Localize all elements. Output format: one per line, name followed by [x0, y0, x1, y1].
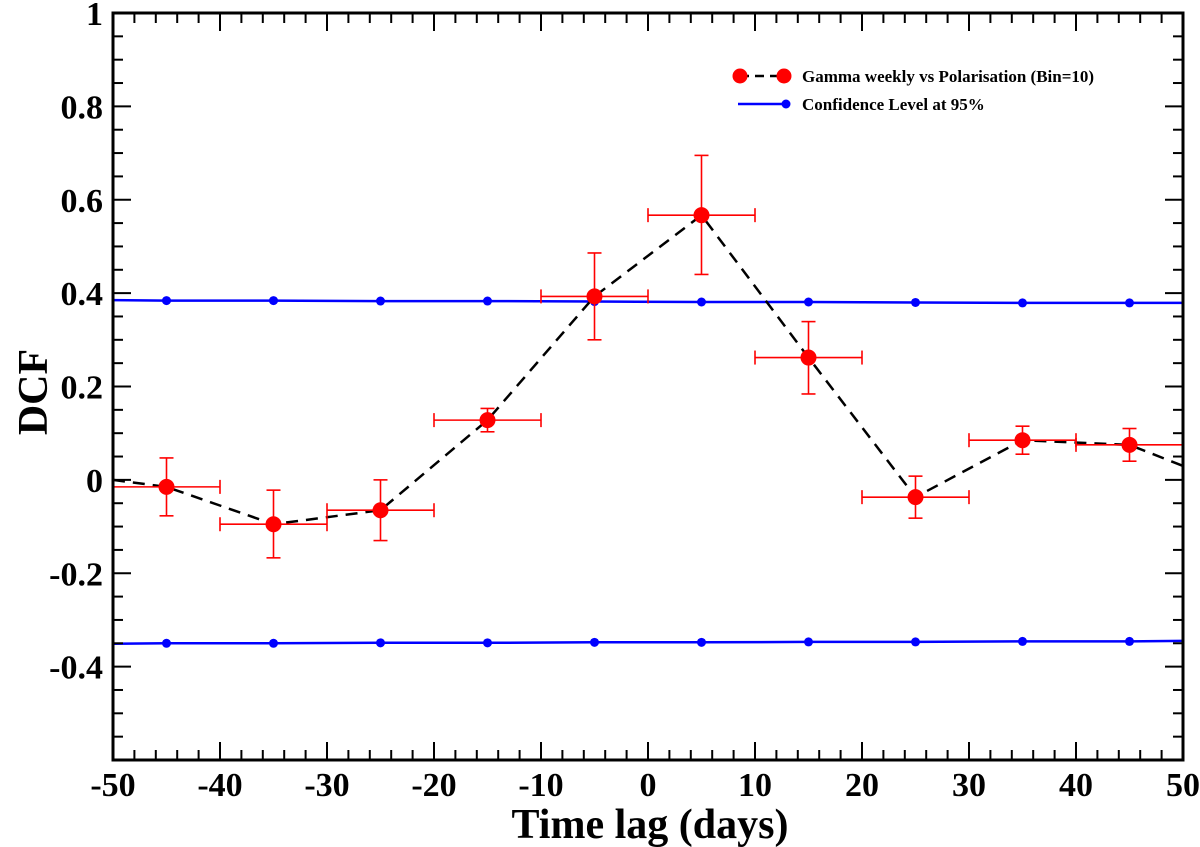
plot-area: [113, 154, 1183, 648]
confidence-point-upper: [911, 297, 920, 307]
x-tick-label: -20: [411, 767, 456, 804]
confidence-point-upper: [162, 296, 171, 306]
legend: Gamma weekly vs Polarisation (Bin=10) Co…: [732, 67, 1094, 114]
confidence-point-lower: [483, 638, 492, 648]
confidence-point-lower: [269, 638, 278, 648]
x-tick-label: -40: [197, 767, 242, 804]
confidence-point-lower: [376, 638, 385, 648]
legend-dcf-label: Gamma weekly vs Polarisation (Bin=10): [802, 67, 1094, 86]
y-tick-label: 0: [86, 463, 103, 500]
x-tick-label: 10: [738, 767, 772, 804]
dcf-point: [158, 478, 175, 495]
dcf-point: [372, 502, 389, 519]
confidence-point-upper: [804, 297, 813, 307]
confidence-point-upper: [269, 296, 278, 306]
confidence-point-lower: [1018, 636, 1027, 646]
dcf-dashed-line: [113, 213, 1183, 526]
x-tick-label: 30: [952, 767, 986, 804]
confidence-point-lower: [911, 637, 920, 647]
dcf-point: [479, 412, 496, 429]
dcf-point: [265, 516, 282, 533]
confidence-point-lower: [697, 637, 706, 647]
confidence-point-upper: [376, 296, 385, 306]
axes: -50 -40 -30 -20 -10 0 10 20 30 40 50 -0.4 -0.2 0 0.2 0.…: [49, 0, 1200, 804]
x-axis-title: Time lag (days): [512, 802, 789, 847]
confidence-point-lower: [590, 637, 599, 647]
x-tick-label: 20: [845, 767, 879, 804]
dcf-point: [1121, 436, 1138, 453]
y-tick-label: 0.6: [61, 183, 104, 220]
y-tick-label: 0.2: [61, 370, 104, 407]
confidence-point-upper: [483, 296, 492, 306]
legend-confidence-label: Confidence Level at 95%: [802, 95, 985, 114]
x-tick-label: -10: [518, 767, 563, 804]
y-tick-label: 1: [86, 0, 103, 33]
dcf-point: [1014, 432, 1031, 449]
confidence-point-upper: [1018, 298, 1027, 308]
dcf-point: [693, 207, 710, 224]
dcf-point: [586, 288, 603, 305]
x-tick-label: -30: [304, 767, 349, 804]
x-tick-label: 40: [1059, 767, 1093, 804]
x-tick-label: 50: [1166, 767, 1200, 804]
y-tick-label: -0.4: [49, 650, 103, 687]
dcf-point: [800, 349, 817, 366]
x-tick-label: -50: [90, 767, 135, 804]
confidence-point-lower: [804, 637, 813, 647]
plot-frame: [111, 11, 1185, 762]
confidence-point-lower: [1125, 636, 1134, 646]
y-tick-label: -0.2: [49, 556, 103, 593]
legend-dcf-marker: [776, 68, 792, 84]
legend-dcf-marker: [732, 68, 748, 84]
plot-clipped-group: [113, 154, 1183, 648]
y-tick-label: 0.4: [61, 276, 104, 313]
confidence-point-upper: [697, 297, 706, 307]
y-tick-label: 0.8: [61, 89, 104, 126]
confidence-point-upper: [1125, 298, 1134, 308]
y-axis-title: DCF: [11, 349, 57, 435]
confidence-line-lower: [113, 639, 1183, 645]
x-tick-label: 0: [640, 767, 657, 804]
legend-confidence-marker: [781, 99, 791, 109]
confidence-point-lower: [162, 638, 171, 648]
dcf-point: [907, 489, 924, 506]
